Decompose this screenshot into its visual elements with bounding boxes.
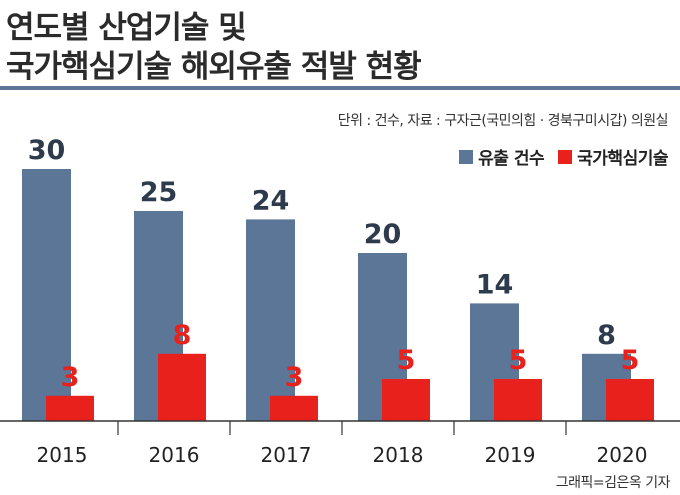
bar-leak-count-2017 xyxy=(246,219,295,421)
bar-core-tech-2017 xyxy=(270,395,318,421)
legend-swatch-leak-count xyxy=(459,149,474,164)
value-label-core-tech-2019: 5 xyxy=(509,345,528,376)
value-label-core-tech-2015: 3 xyxy=(61,362,80,393)
legend-item-core-tech: 국가핵심기술 xyxy=(558,144,668,169)
value-label-core-tech-2017: 3 xyxy=(285,362,304,393)
legend-label-leak-count: 유출 건수 xyxy=(478,149,545,169)
bar-core-tech-2019 xyxy=(494,379,542,421)
title-line-2: 국가핵심기술 해외유출 적발 현황 xyxy=(6,49,422,85)
bar-core-tech-2016 xyxy=(158,353,206,421)
legend-swatch-core-tech xyxy=(558,149,573,164)
bar-leak-count-2015 xyxy=(22,169,71,421)
value-label-core-tech-2018: 5 xyxy=(397,345,416,376)
title-underline xyxy=(0,86,680,90)
bar-core-tech-2018 xyxy=(382,379,430,421)
x-tick-label-2017: 2017 xyxy=(261,443,312,467)
value-label-leak-count-2015: 30 xyxy=(28,135,66,166)
x-tick-label-2019: 2019 xyxy=(485,443,536,467)
x-tick-label-2016: 2016 xyxy=(149,443,200,467)
legend: 유출 건수 국가핵심기술 xyxy=(459,144,668,169)
x-tick-label-2018: 2018 xyxy=(373,443,424,467)
title-line-1: 연도별 산업기술 및 xyxy=(6,10,247,46)
graphic-credit: 그래픽=김은옥 기자 xyxy=(555,475,671,491)
value-label-leak-count-2018: 20 xyxy=(364,219,402,250)
value-label-core-tech-2020: 5 xyxy=(621,345,640,376)
value-label-leak-count-2019: 14 xyxy=(476,269,514,300)
bar-core-tech-2020 xyxy=(606,379,654,421)
source-note: 단위 : 건수, 자료 : 구자근(국민의힘 · 경북구미시갑) 의원실 xyxy=(337,113,669,129)
x-tick-label-2015: 2015 xyxy=(37,443,88,467)
value-label-leak-count-2016: 25 xyxy=(140,177,178,208)
value-label-leak-count-2020: 8 xyxy=(597,320,616,351)
x-tick-label-2020: 2020 xyxy=(597,443,648,467)
bar-core-tech-2015 xyxy=(46,395,94,421)
legend-item-leak-count: 유출 건수 xyxy=(459,144,545,169)
value-label-leak-count-2017: 24 xyxy=(252,185,290,216)
value-label-core-tech-2016: 8 xyxy=(173,320,192,351)
legend-label-core-tech: 국가핵심기술 xyxy=(577,149,668,169)
